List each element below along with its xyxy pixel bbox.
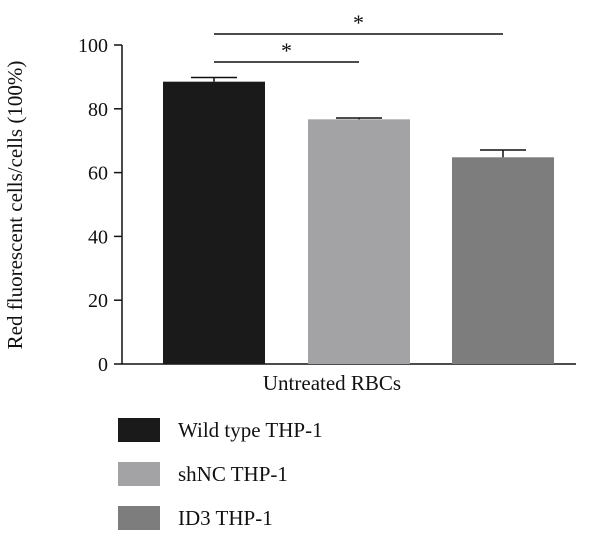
- bar-1: [308, 119, 410, 365]
- legend-item-shnc: shNC THP-1: [118, 462, 323, 486]
- legend-swatch-shnc: [118, 462, 160, 486]
- y-tick-label-100: 100: [78, 35, 108, 57]
- legend-swatch-wild-type: [118, 418, 160, 442]
- bars-group: [163, 76, 554, 365]
- y-tick-label-20: 20: [88, 290, 108, 312]
- significance-group: **: [214, 10, 503, 63]
- legend-swatch-id3: [118, 506, 160, 530]
- legend: Wild type THP-1 shNC THP-1 ID3 THP-1: [118, 418, 323, 550]
- legend-label-shnc: shNC THP-1: [178, 461, 288, 486]
- y-tick-label-60: 60: [88, 163, 108, 185]
- y-axis-label: Red fluorescent cells/cells (100%): [3, 61, 27, 350]
- y-tick-label-80: 80: [88, 99, 108, 121]
- legend-item-wild-type: Wild type THP-1: [118, 418, 323, 442]
- bar-2: [452, 157, 554, 364]
- significance-label-1: *: [353, 10, 364, 35]
- bar-0: [163, 81, 265, 364]
- x-axis-label: Untreated RBCs: [263, 371, 401, 395]
- legend-item-id3: ID3 THP-1: [118, 506, 323, 530]
- legend-label-id3: ID3 THP-1: [178, 505, 273, 530]
- legend-label-wild-type: Wild type THP-1: [178, 417, 323, 442]
- y-tick-label-0: 0: [98, 354, 108, 376]
- significance-label-0: *: [281, 38, 292, 63]
- y-tick-label-40: 40: [88, 226, 108, 248]
